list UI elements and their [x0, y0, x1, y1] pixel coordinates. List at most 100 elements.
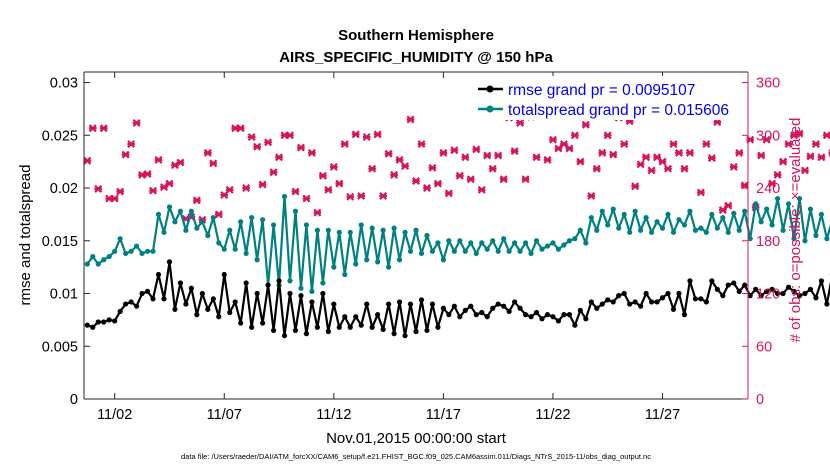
rmse-point [440, 305, 446, 311]
rmse-point [106, 317, 112, 323]
y-left-tick-label: 0.005 [42, 339, 78, 355]
obs-marker [307, 148, 316, 157]
rmse-point [566, 312, 572, 318]
totalspread-point [451, 248, 457, 254]
rmse-point [139, 290, 145, 297]
obs-marker [647, 166, 656, 175]
obs-marker [603, 131, 612, 140]
totalspread-point [616, 225, 622, 231]
obs-marker [636, 160, 645, 169]
rmse-point [774, 290, 781, 297]
obs-marker [132, 119, 141, 127]
obs-marker [83, 156, 92, 165]
obs-marker [461, 153, 470, 162]
rmse-point [112, 318, 118, 324]
rmse-point [265, 282, 271, 288]
totalspread-point [292, 208, 299, 214]
obs-marker [565, 144, 574, 153]
totalspread-point [561, 242, 567, 248]
rmse-point [501, 303, 507, 309]
totalspread-point [101, 257, 107, 263]
rmse-point [621, 290, 627, 297]
rmse-point [681, 312, 688, 318]
obs-marker [548, 135, 557, 144]
obs-marker [395, 155, 404, 164]
totalspread-point [462, 248, 468, 254]
totalspread-point [528, 250, 534, 257]
x-tick-label: 11/07 [207, 407, 242, 423]
totalspread-point [742, 208, 748, 214]
totalspread-point [183, 227, 189, 233]
rmse-point [698, 296, 704, 302]
rmse-point [796, 293, 803, 299]
rmse-point [594, 305, 600, 311]
rmse-point [824, 301, 830, 307]
rmse-point [780, 290, 786, 297]
totalspread-point [309, 288, 315, 295]
y-left-tick-label: 0.01 [50, 287, 78, 303]
obs-marker [609, 150, 618, 159]
totalspread-point [769, 222, 775, 228]
obs-marker [247, 133, 256, 142]
obs-marker [258, 180, 267, 189]
totalspread-point [155, 211, 162, 218]
totalspread-point [117, 236, 123, 242]
totalspread-point [522, 240, 529, 246]
totalspread-point [287, 278, 293, 284]
totalspread-point [566, 238, 572, 244]
totalspread-point [468, 240, 474, 246]
rmse-point [249, 324, 255, 330]
y-axis-right-label: # of obs: o=possible; ×=evaluated [787, 118, 804, 343]
totalspread-point [698, 225, 704, 231]
obs-marker [368, 164, 377, 173]
totalspread-point [188, 208, 194, 214]
totalspread-point [577, 227, 583, 233]
rmse-point [281, 333, 288, 339]
totalspread-point [479, 240, 485, 246]
obs-marker [499, 175, 508, 184]
totalspread-point [139, 250, 145, 257]
obs-marker [800, 166, 809, 175]
legend-spread-label: totalspread grand pr = 0.015606 [508, 102, 729, 119]
legend-rmse-label: rmse grand pr = 0.0095107 [508, 82, 695, 99]
obs-marker [99, 124, 108, 133]
totalspread-point [260, 217, 266, 223]
obs-marker [620, 140, 629, 149]
totalspread-point [610, 206, 616, 212]
rmse-point [407, 301, 414, 307]
rmse-point [117, 308, 123, 315]
totalspread-point [281, 193, 288, 200]
obs-marker [160, 183, 168, 192]
legend-box [472, 76, 742, 120]
totalspread-point [386, 264, 392, 270]
obs-marker [587, 191, 596, 200]
totalspread-point [238, 219, 244, 225]
totalspread-point [796, 195, 803, 202]
totalspread-point [687, 208, 693, 214]
rmse-point [818, 278, 825, 284]
rmse-point [314, 324, 320, 330]
y-right-tick-label: 60 [756, 339, 772, 355]
obs-marker [384, 149, 393, 158]
totalspread-point [807, 206, 814, 212]
totalspread-point [232, 246, 238, 252]
totalspread-point [166, 204, 173, 210]
totalspread-point [747, 236, 753, 242]
obs-marker [220, 191, 229, 200]
obs-marker [735, 148, 744, 157]
y-right-tick-label: 180 [756, 234, 780, 250]
totalspread-point [681, 222, 688, 228]
totalspread-point [331, 264, 337, 270]
obs-marker [740, 181, 749, 190]
obs-marker [149, 186, 158, 195]
rmse-point [424, 327, 430, 334]
obs-marker [822, 131, 830, 140]
rmse-point [155, 271, 162, 278]
obs-marker [116, 187, 125, 196]
obs-marker [214, 210, 223, 219]
totalspread-point [621, 211, 627, 218]
totalspread-point [347, 229, 353, 235]
y-right-tick-label: 120 [756, 287, 780, 303]
y-left-tick-label: 0.015 [42, 234, 78, 250]
totalspread-point [112, 248, 118, 254]
